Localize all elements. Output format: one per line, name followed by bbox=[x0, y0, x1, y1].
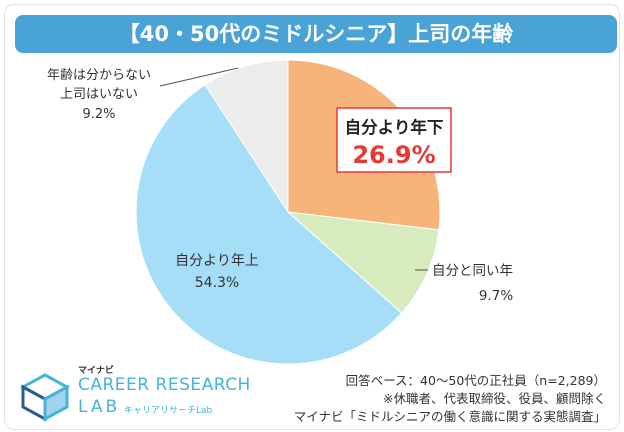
chart-footer: 回答ベース：40～50代の正社員（n=2,289） ※休職者、代表取締役、役員、… bbox=[294, 372, 606, 426]
brand-main-text: CAREER RESEARCH bbox=[78, 375, 251, 395]
slice-label-older: 自分より年上 bbox=[175, 253, 259, 269]
slice-percent-unknown: 9.2% bbox=[82, 107, 115, 122]
slice-percent-older: 54.3% bbox=[195, 275, 239, 291]
brand-lab-text: LAB bbox=[78, 397, 121, 417]
pie-slice-same-age bbox=[286, 211, 440, 314]
pie-slices bbox=[135, 59, 441, 365]
brand-small-text: マイナビ bbox=[78, 366, 114, 376]
highlight-box bbox=[336, 107, 452, 173]
chart-title: 【40・50代のミドルシニア】上司の年齢 bbox=[15, 15, 617, 53]
footer-base: 回答ベース：40～50代の正社員（n=2,289） bbox=[345, 373, 606, 388]
slice-label-same-age: 自分と同い年 bbox=[432, 263, 513, 279]
slice-label-unknown-line2: 上司はいない bbox=[60, 87, 138, 102]
career-lab-logo-icon bbox=[18, 372, 72, 426]
slice-label-unknown-line1: 年齢は分からない bbox=[47, 68, 151, 83]
leader-line-unknown bbox=[159, 67, 239, 87]
brand-sub-text: キャリアリサーチLab bbox=[124, 406, 213, 416]
footer-source: マイナビ「ミドルシニアの働く意識に関する実態調査」 bbox=[293, 409, 606, 424]
pie-slice-older bbox=[135, 83, 403, 365]
pie-slice-unknown bbox=[204, 59, 289, 214]
slice-label-younger: 自分より年下 bbox=[345, 117, 444, 137]
slice-percent-same-age: 9.7% bbox=[479, 288, 513, 304]
footer-note: ※休職者、代表取締役、役員、顧問除く bbox=[383, 391, 606, 406]
leader-lines bbox=[159, 67, 428, 271]
slice-percent-younger: 26.9% bbox=[352, 141, 435, 169]
